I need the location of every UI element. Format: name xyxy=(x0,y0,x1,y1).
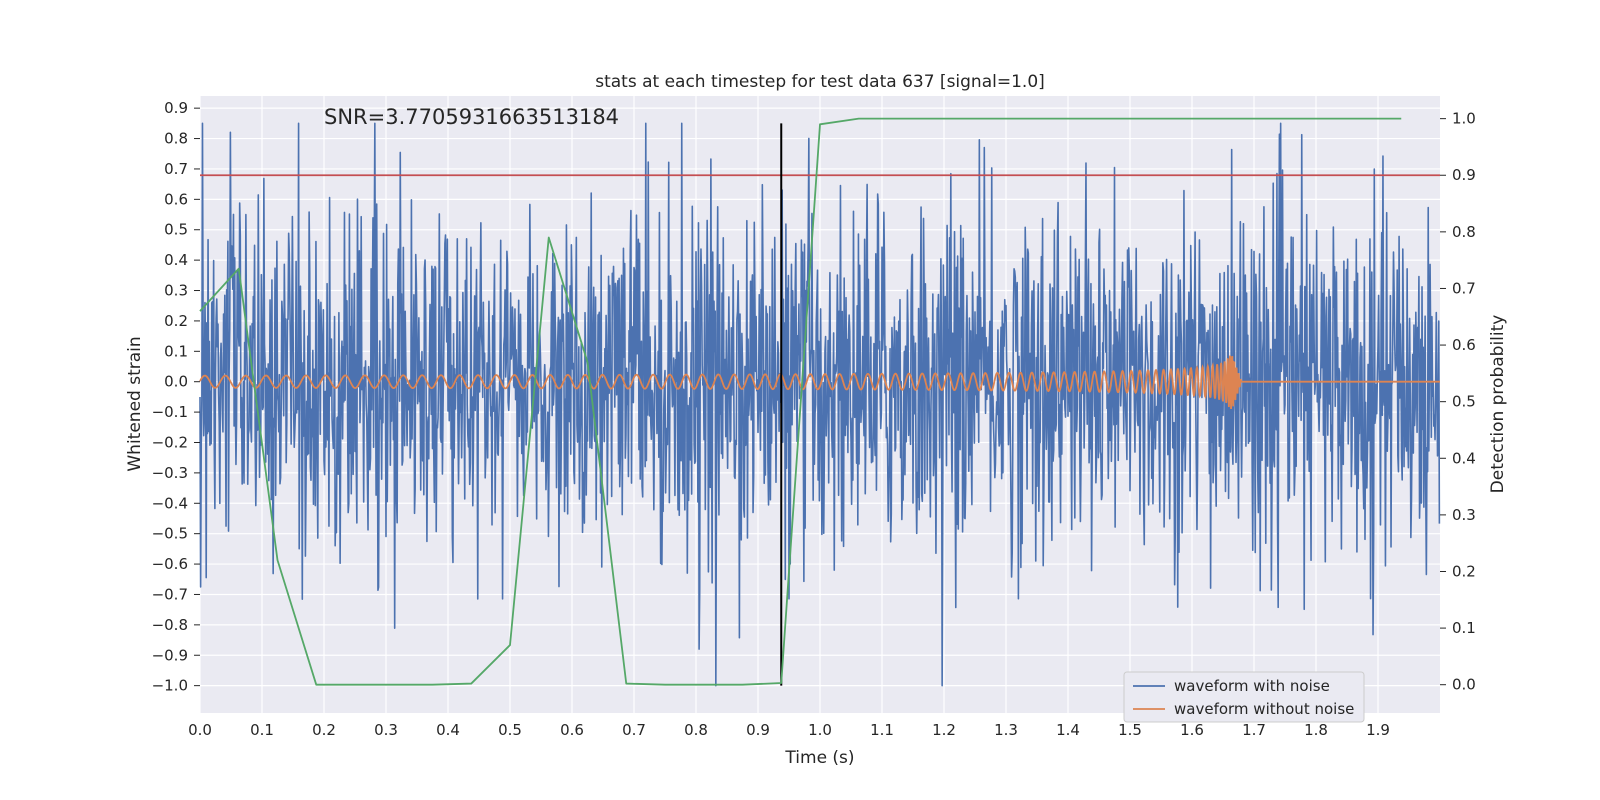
x-axis-label: Time (s) xyxy=(784,748,854,768)
noisy-waveform-group xyxy=(199,122,1441,687)
y2-tick-label: 0.3 xyxy=(1452,506,1476,524)
x-tick-label: 0.2 xyxy=(312,721,336,739)
y-axis-label: Whitened strain xyxy=(125,336,145,471)
clean-waveform-line xyxy=(199,355,1440,410)
y-tick-label: −0.2 xyxy=(152,433,188,451)
y-tick-label: 0.8 xyxy=(164,130,188,148)
x-tick-label: 0.9 xyxy=(746,721,770,739)
y2-tick-label: 0.0 xyxy=(1452,676,1476,694)
clean-waveform-group xyxy=(199,355,1440,410)
y2-tick-label: 0.9 xyxy=(1452,166,1476,184)
x-axis-ticks: 0.0 0.1 0.2 0.3 0.4 0.5 0.6 0.7 0.8 0.9 1.0 1.1 1.2 1… xyxy=(188,721,1390,739)
x-tick-label: 0.4 xyxy=(436,721,460,739)
y-tick-label: 0.5 xyxy=(164,221,188,239)
x-tick-label: 1.0 xyxy=(808,721,832,739)
y-tick-label: 0.9 xyxy=(164,99,188,117)
legend-box xyxy=(1123,671,1365,723)
x-tick-label: 0.8 xyxy=(684,721,708,739)
x-tick-label: 0.3 xyxy=(374,721,398,739)
x-tick-label: 1.3 xyxy=(994,721,1018,739)
y-tick-label: −0.6 xyxy=(152,555,188,573)
x-tick-label: 0.5 xyxy=(498,721,522,739)
y2-axis-label: Detection probability xyxy=(1488,315,1508,494)
probability-line xyxy=(199,117,1402,686)
probability-group xyxy=(199,117,1402,686)
y-tick-label: −0.5 xyxy=(152,525,188,543)
x-tick-label: 1.9 xyxy=(1366,721,1390,739)
x-tick-label: 0.7 xyxy=(622,721,646,739)
y-tick-label: 0.6 xyxy=(164,190,188,208)
legend-label-noisy: waveform with noise xyxy=(1174,677,1330,695)
y-tick-label: 0.0 xyxy=(164,373,188,391)
x-tick-label: 1.6 xyxy=(1180,721,1204,739)
y2-tick-label: 0.2 xyxy=(1452,562,1476,580)
y-axis-ticks: 0.9 0.8 0.7 0.6 0.5 0.4 0.3 0.2 0.1 0.0 −0.1 −0.2 −0… xyxy=(152,99,200,695)
y2-tick-label: 0.8 xyxy=(1452,223,1476,241)
y-tick-label: −0.1 xyxy=(152,403,188,421)
y-tick-label: 0.3 xyxy=(164,282,188,300)
y-tick-label: −0.3 xyxy=(152,464,188,482)
chart-title: stats at each timestep for test data 637… xyxy=(595,72,1045,92)
y-tick-label: −1.0 xyxy=(152,677,188,695)
x-tick-label: 1.5 xyxy=(1118,721,1142,739)
y2-tick-label: 0.4 xyxy=(1452,449,1476,467)
x-tick-label: 0.0 xyxy=(188,721,212,739)
x-tick-label: 1.8 xyxy=(1304,721,1328,739)
x-tick-label: 0.6 xyxy=(560,721,584,739)
y-tick-label: 0.4 xyxy=(164,251,188,269)
x-tick-label: 1.7 xyxy=(1242,721,1266,739)
x-tick-label: 0.1 xyxy=(250,721,274,739)
x-tick-label: 1.4 xyxy=(1056,721,1080,739)
y2-tick-label: 0.7 xyxy=(1452,279,1476,297)
y-tick-label: −0.7 xyxy=(152,585,188,603)
y2-axis-ticks: 1.0 0.9 0.8 0.7 0.6 0.5 0.4 0.3 0.2 0.1 0.0 xyxy=(1440,110,1476,694)
x-tick-label: 1.1 xyxy=(870,721,894,739)
y2-tick-label: 0.5 xyxy=(1452,393,1476,411)
legend: waveform with noise waveform without noi… xyxy=(1123,671,1365,723)
y-tick-label: 0.7 xyxy=(164,160,188,178)
x-tick-label: 1.2 xyxy=(932,721,956,739)
y2-tick-label: 0.6 xyxy=(1452,336,1476,354)
y-tick-label: −0.4 xyxy=(152,494,188,512)
y2-tick-label: 1.0 xyxy=(1452,110,1476,128)
y-tick-label: −0.8 xyxy=(152,616,188,634)
legend-label-clean: waveform without noise xyxy=(1174,700,1354,718)
y-tick-label: 0.1 xyxy=(164,342,188,360)
noisy-waveform-line xyxy=(199,122,1441,687)
y2-tick-label: 0.1 xyxy=(1452,619,1476,637)
y-tick-label: −0.9 xyxy=(152,646,188,664)
y-tick-label: 0.2 xyxy=(164,312,188,330)
snr-annotation: SNR=3.7705931663513184 xyxy=(324,105,619,129)
